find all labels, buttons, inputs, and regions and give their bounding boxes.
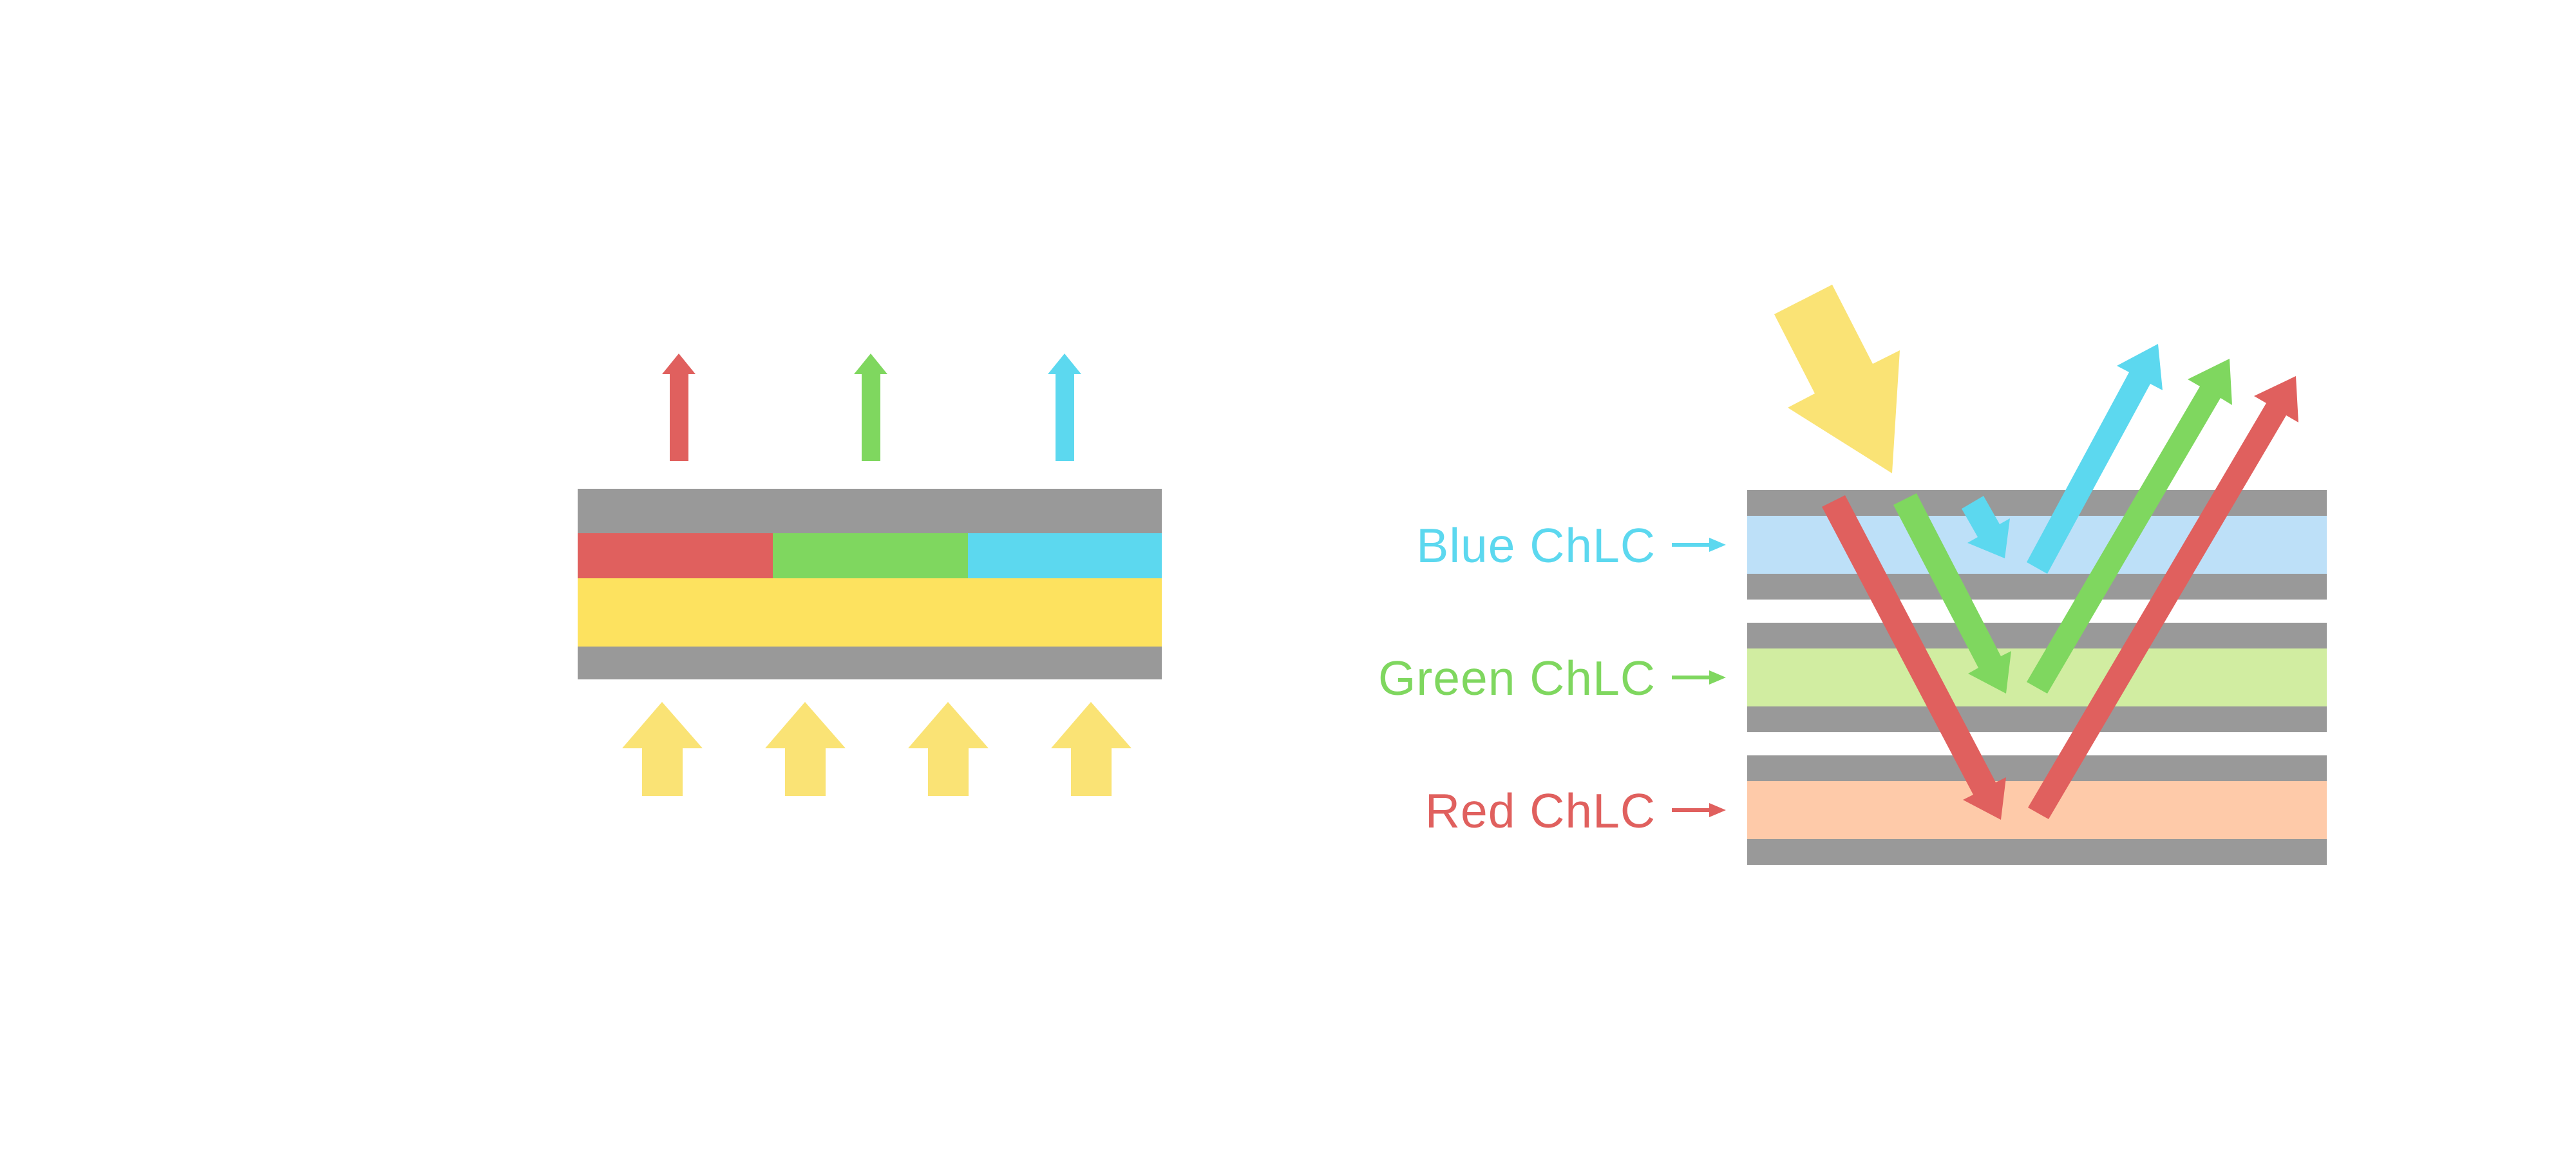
green-label-pointer-arrow-icon <box>1672 670 1726 685</box>
red-filter-segment <box>578 533 773 578</box>
incident-light-arrow-icon <box>1774 285 1900 473</box>
left-diagram <box>578 354 1162 796</box>
backlight-up-arrow-icon <box>1051 702 1132 796</box>
backlight-up-arrow-icon <box>765 702 846 796</box>
green-reflected-up-arrow-icon <box>2027 359 2232 694</box>
blue-chlc-label: Blue ChLC <box>1416 518 1656 572</box>
red-down-beam-arrow-icon <box>1822 495 2006 820</box>
right-glass-layer <box>1747 623 2327 648</box>
right-diagram: Blue ChLC Green ChLC Red ChLC <box>1378 285 2327 865</box>
red-chlc-label: Red ChLC <box>1425 784 1656 838</box>
cyan-reflected-up-arrow-icon <box>2027 344 2163 574</box>
green-down-beam-arrow-icon <box>1893 493 2011 694</box>
backlight-up-arrow-icon <box>622 702 703 796</box>
red-emitted-up-arrow-icon <box>662 354 696 461</box>
right-glass-layer <box>1747 574 2327 600</box>
green-filter-segment <box>773 533 968 578</box>
right-glass-layer <box>1747 755 2327 781</box>
cyan-emitted-up-arrow-icon <box>1048 354 1081 461</box>
backlight-up-arrow-icon <box>908 702 989 796</box>
backlight-layer <box>578 578 1162 647</box>
right-glass-layer <box>1747 706 2327 732</box>
red-reflected-up-arrow-icon <box>2028 376 2298 819</box>
right-glass-layer <box>1747 839 2327 865</box>
cyan-filter-segment <box>968 533 1162 578</box>
blue-label-pointer-arrow-icon <box>1672 538 1726 552</box>
left-top-glass-layer <box>578 489 1162 533</box>
cyan-down-beam-arrow-icon <box>1962 496 2010 558</box>
left-bottom-glass-layer <box>578 647 1162 679</box>
red-label-pointer-arrow-icon <box>1672 803 1726 817</box>
green-chlc-label: Green ChLC <box>1378 651 1656 705</box>
green-emitted-up-arrow-icon <box>854 354 887 461</box>
